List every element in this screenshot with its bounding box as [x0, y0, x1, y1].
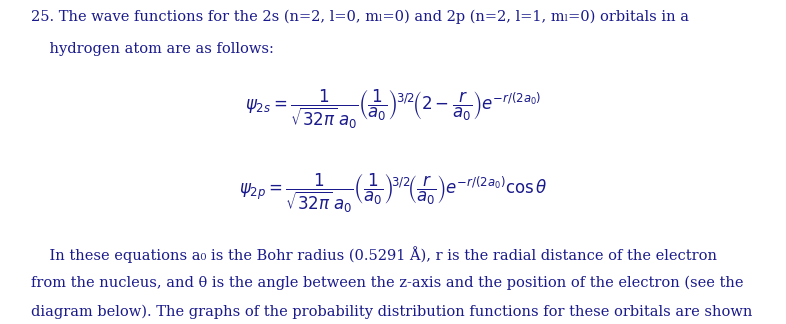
Text: hydrogen atom are as follows:: hydrogen atom are as follows:: [31, 42, 274, 56]
Text: $\psi_{2s} = \dfrac{1}{\sqrt{32\pi}\,a_0}\left(\dfrac{1}{a_0}\right)^{\!3/2}\!\l: $\psi_{2s} = \dfrac{1}{\sqrt{32\pi}\,a_0…: [245, 87, 541, 131]
Text: In these equations a₀ is the Bohr radius (0.5291 Å), r is the radial distance of: In these equations a₀ is the Bohr radius…: [31, 246, 718, 263]
Text: from the nucleus, and θ is the angle between the z-axis and the position of the : from the nucleus, and θ is the angle bet…: [31, 275, 744, 290]
Text: $\psi_{2p} = \dfrac{1}{\sqrt{32\pi}\,a_0}\left(\dfrac{1}{a_0}\right)^{\!3/2}\!\l: $\psi_{2p} = \dfrac{1}{\sqrt{32\pi}\,a_0…: [239, 172, 547, 215]
Text: diagram below). The graphs of the probability distribution functions for these o: diagram below). The graphs of the probab…: [31, 305, 753, 319]
Text: 25. The wave functions for the 2s (n=2, l=0, mₗ=0) and 2p (n=2, l=1, mₗ=0) orbit: 25. The wave functions for the 2s (n=2, …: [31, 10, 689, 24]
